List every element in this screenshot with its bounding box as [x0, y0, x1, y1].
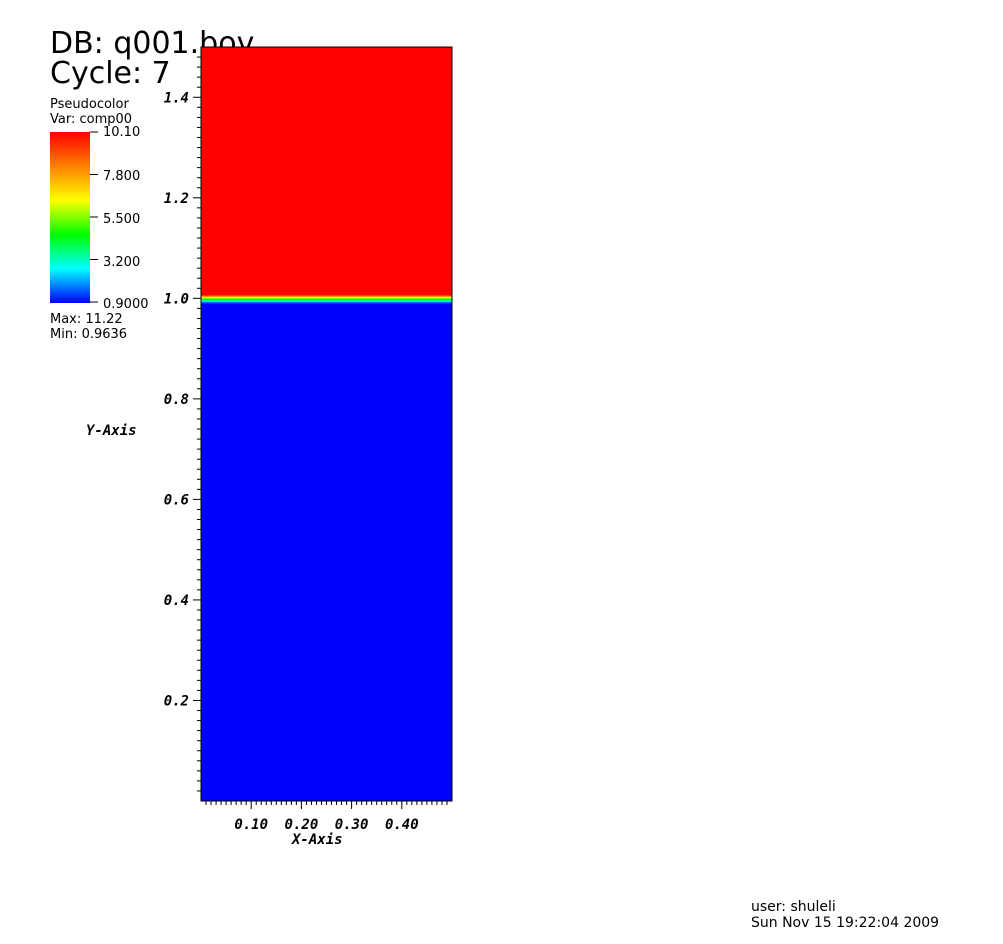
y-tick-label: 1.0 — [164, 291, 189, 307]
y-tick-label: 1.2 — [164, 191, 189, 207]
y-tick-label: 0.6 — [164, 492, 189, 508]
x-tick-label: 0.30 — [335, 817, 369, 833]
legend-min-value: Min: 0.9636 — [50, 327, 128, 342]
x-axis-title: X-Axis — [292, 832, 343, 848]
legend-ticks — [90, 131, 98, 303]
legend-colorbar — [50, 132, 90, 303]
y-tick-label: 0.8 — [164, 392, 189, 408]
user-label: user: shuleli — [751, 899, 836, 915]
x-tick-label: 0.10 — [234, 817, 268, 833]
y-tick-label: 0.4 — [164, 593, 189, 609]
timestamp-label: Sun Nov 15 19:22:04 2009 — [751, 915, 940, 931]
legend-label-max: 10.10 — [103, 125, 141, 140]
legend-label-4: 3.200 — [103, 255, 141, 270]
legend-max-value: Max: 11.22 — [50, 312, 123, 327]
y-tick-label: 0.2 — [164, 693, 189, 709]
legend-label-min: 0.9000 — [103, 297, 149, 312]
region-above-interface — [201, 47, 452, 296]
y-axis-title: Y-Axis — [86, 423, 137, 439]
legend-label-3: 5.500 — [103, 212, 141, 227]
y-tick-label: 1.4 — [164, 90, 189, 106]
x-tick-label: 0.20 — [285, 817, 319, 833]
legend-variable: Var: comp00 — [50, 112, 133, 127]
legend-plot-type: Pseudocolor — [50, 97, 129, 112]
cycle-label: Cycle: 7 — [50, 56, 171, 91]
interface-band — [201, 295, 452, 304]
region-below-interface — [201, 303, 452, 801]
x-tick-label: 0.40 — [385, 817, 419, 833]
legend-label-2: 7.800 — [103, 169, 141, 184]
